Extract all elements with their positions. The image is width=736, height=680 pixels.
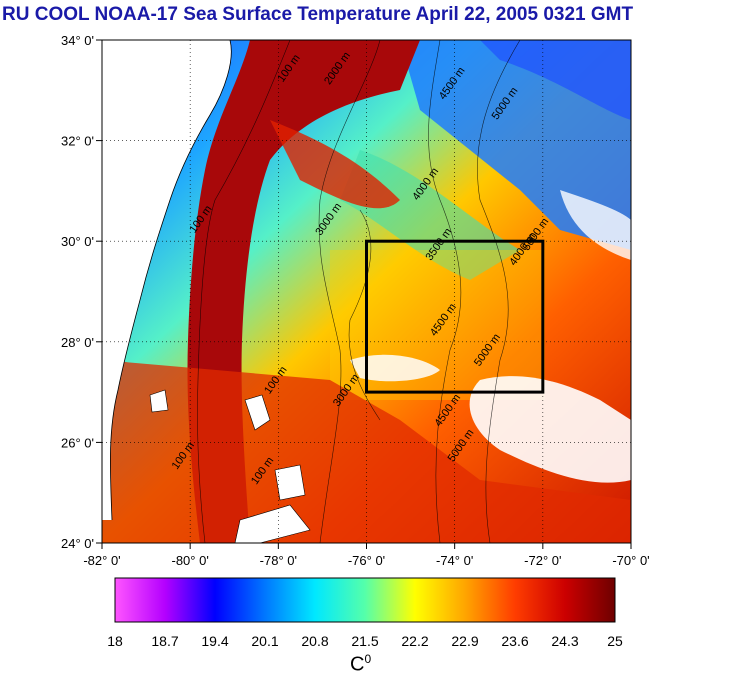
map-title: RU COOL NOAA-17 Sea Surface Temperature … [2,4,634,25]
lon-tick-label: -76° 0' [348,553,385,568]
colorbar-ramp [114,577,616,623]
lon-tick-label: -72° 0' [524,553,561,568]
colorbar-tick-label: 19.4 [201,633,228,649]
colorbar-tick-label: 18.7 [151,633,178,649]
colorbar-tick-label: 25 [607,633,623,649]
lat-tick-label: 30° 0' [61,234,94,249]
colorbar-tick-label: 22.9 [451,633,478,649]
lat-tick-label: 28° 0' [61,335,94,350]
colorbar-tick-labels: 18 18.7 19.4 20.1 20.8 21.5 22.2 22.9 23.6 24.3 25 [107,633,623,649]
colorbar-tick-label: 20.1 [251,633,278,649]
bathymetry-contours [197,40,521,543]
cloud-patch-3 [560,190,631,260]
lon-tick-label: -78° 0' [260,553,297,568]
lon-tick-label: -70° 0' [612,553,649,568]
land-bahamas [149,389,311,543]
transition-band [340,150,520,280]
land-florida-georgia [102,40,232,520]
lon-tick-label: -80° 0' [172,553,209,568]
cold-eddy-region [480,40,631,120]
colorbar: 18 18.7 19.4 20.1 20.8 21.5 22.2 22.9 23.6 24.3 25 [107,577,623,649]
colorbar-tick-label: 21.5 [351,633,378,649]
colorbar-tick-label: 23.6 [501,633,528,649]
warm-filament [270,120,400,209]
lat-tick-label: 24° 0' [61,536,94,551]
axis-ticks: -82° 0' -80° 0' -78° 0' -76° 0' -74° 0' -72° … [61,33,650,568]
colorbar-tick-label: 18 [107,633,123,649]
lat-tick-label: 32° 0' [61,134,94,149]
colorbar-unit-label: C0 [350,652,372,676]
lon-tick-label: -82° 0' [83,553,120,568]
cloud-patch-1 [469,376,631,483]
colorbar-tick-label: 24.3 [551,633,578,649]
coastline [109,40,232,521]
warm-southern-water [102,360,631,543]
lat-tick-label: 34° 0' [61,33,94,48]
cloud-patch-2 [350,354,440,382]
colorbar-tick-label: 22.2 [401,633,428,649]
lat-tick-label: 26° 0' [61,435,94,450]
study-area-box [365,239,545,394]
gulf-stream [187,40,420,543]
lon-tick-label: -74° 0' [436,553,473,568]
colorbar-tick-label: 20.8 [301,633,328,649]
